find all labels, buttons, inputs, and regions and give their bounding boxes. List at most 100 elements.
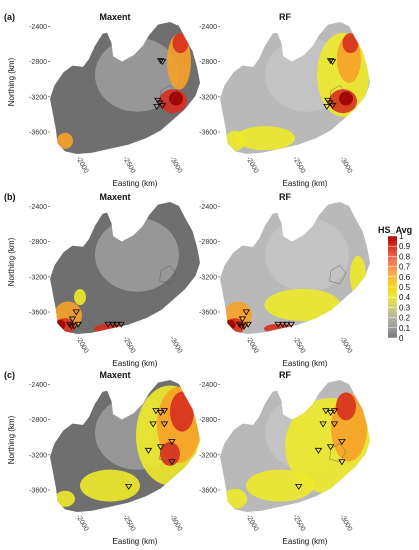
suitability-hotspot [169, 91, 183, 106]
y-tick-label: -2800 [29, 417, 47, 424]
map-rf: RF -2400 -2800 -3200 -3600 -2000 -2500 -3000 Eas… [199, 370, 370, 546]
y-tick-label: -2800 [199, 59, 217, 66]
panel-label: (c) [4, 370, 15, 380]
occurrence-point [235, 321, 244, 328]
occurrence-point [274, 321, 282, 328]
y-tick-label: -2800 [29, 239, 47, 246]
y-axis-title: Northing (km) [7, 237, 16, 286]
legend: HS_Avg 10.90.8 0.70.60.50.40.3 0.20.10 [378, 225, 412, 343]
legend-tick-label: 0.6 [399, 273, 411, 282]
panel-1: (a) Northing (km) Maxent -2400 -2800 -3200 -36… [4, 12, 370, 188]
x-axis-title: Easting (km) [113, 359, 158, 368]
legend-tick-label: 0.9 [399, 242, 411, 251]
y-tick-label: -3200 [29, 274, 47, 281]
y-tick-label: -3200 [29, 94, 47, 101]
y-tick-label: -3600 [29, 130, 47, 137]
occurrence-point [144, 447, 153, 454]
x-tick-label: -2000 [244, 156, 259, 175]
x-tick-label: -3000 [168, 156, 183, 175]
occurrence-point [168, 439, 176, 446]
map-title: Maxent [99, 370, 130, 380]
occurrence-point [242, 309, 250, 316]
x-tick-label: -2500 [291, 514, 306, 533]
suitability-hotspot [225, 130, 245, 151]
occurrence-point [282, 321, 291, 328]
occurrence-point [68, 316, 77, 323]
y-tick-label: -2800 [29, 59, 47, 66]
occurrence-point [326, 410, 335, 417]
occurrence-point [240, 323, 249, 330]
occurrence-point [125, 483, 133, 490]
x-tick-label: -3000 [168, 514, 183, 533]
occurrence-point [338, 439, 346, 446]
panel-3: (c) Northing (km) Maxent -2400 -2800 -3200 -36… [4, 370, 370, 546]
lesotho-border [329, 265, 347, 285]
legend-tick-label: 0.1 [399, 324, 411, 333]
occurrence-point [323, 103, 331, 110]
suitability-hotspot [336, 392, 356, 421]
occurrence-point [330, 421, 339, 428]
y-tick-label: -2400 [29, 382, 47, 389]
x-tick-label: -2500 [291, 336, 306, 355]
y-tick-label: -2400 [199, 204, 217, 211]
x-tick-label: -2500 [291, 156, 306, 175]
y-tick-label: -2400 [29, 204, 47, 211]
lesotho-border [159, 443, 177, 463]
suitability-hotspot [55, 319, 66, 330]
suitability-hotspot [264, 288, 341, 321]
legend-tick-label: 0.5 [399, 283, 411, 292]
x-tick-label: -2000 [244, 514, 259, 533]
suitability-hotspot [225, 319, 236, 330]
occurrence-point [328, 59, 337, 66]
y-tick-label: -2400 [199, 24, 217, 31]
legend-tick-label: 0.7 [399, 263, 411, 272]
map-title: Maxent [99, 192, 130, 202]
occurrence-point [104, 321, 112, 328]
suitability-hotspot [94, 323, 126, 334]
map-maxent: Maxent -2400 -2800 -3200 -3600 -2000 -2500 -300… [29, 12, 200, 188]
occurrence-point [160, 408, 169, 415]
map-title: Maxent [99, 12, 130, 22]
occurrence-point [287, 321, 295, 328]
map-title: RF [279, 192, 291, 202]
x-axis-title: Easting (km) [283, 359, 328, 368]
suitability-hotspot [223, 488, 247, 509]
suitability-surface [223, 392, 370, 509]
y-tick-label: -3600 [29, 488, 47, 495]
y-tick-label: -3600 [199, 310, 217, 317]
y-tick-label: -3200 [199, 274, 217, 281]
x-tick-label: -2000 [244, 336, 259, 355]
y-axis-title: Northing (km) [7, 415, 16, 464]
interior-band [265, 217, 349, 292]
y-tick-label: -3200 [29, 452, 47, 459]
lesotho-border [329, 443, 347, 463]
legend-tick-label: 1 [399, 232, 404, 241]
y-tick-label: -2800 [199, 417, 217, 424]
x-tick-label: -3000 [338, 336, 353, 355]
legend-tick-label: 0.4 [399, 293, 411, 302]
suitability-hotspot [350, 255, 366, 296]
suitability-hotspot [172, 33, 189, 54]
legend-tick-label: 0.8 [399, 252, 411, 261]
x-tick-label: -3000 [338, 156, 353, 175]
y-axis-title: Northing (km) [7, 57, 16, 106]
occurrence-point [158, 103, 167, 110]
occurrence-point [152, 408, 160, 415]
occurrence-point [330, 408, 339, 415]
y-tick-label: -3600 [199, 130, 217, 137]
suitability-hotspot [74, 289, 86, 306]
occurrence-point [156, 410, 165, 417]
x-tick-label: -3000 [168, 336, 183, 355]
panel-label: (b) [4, 192, 16, 202]
occurrence-point [72, 309, 80, 316]
y-tick-label: -3600 [199, 488, 217, 495]
y-tick-label: -2800 [199, 239, 217, 246]
occurrence-point [74, 321, 82, 328]
x-axis-title: Easting (km) [113, 537, 158, 546]
x-tick-label: -2500 [121, 336, 136, 355]
occurrence-point [158, 59, 167, 66]
suitability-hotspot [170, 391, 194, 432]
suitability-hotspot [57, 132, 73, 149]
y-tick-label: -2400 [29, 24, 47, 31]
